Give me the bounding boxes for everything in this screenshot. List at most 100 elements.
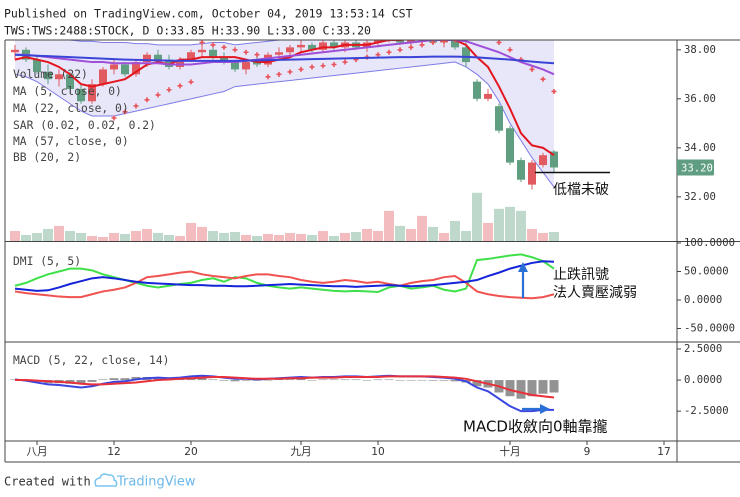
x-tick-label: 十月: [499, 445, 520, 458]
volume-bar: [109, 232, 119, 241]
sar-point: [111, 115, 117, 121]
candle-body: [550, 151, 558, 168]
volume-bar: [505, 206, 515, 241]
dmi-panel: [14, 253, 555, 300]
annotation: 法人賣壓減弱: [553, 284, 637, 301]
histogram-bar: [109, 378, 119, 381]
volume-bar: [197, 226, 207, 241]
sar-point: [496, 40, 502, 45]
volume-bar: [318, 230, 328, 241]
price-panel: [10, 33, 559, 241]
histogram-bar: [395, 380, 405, 381]
candle-body: [407, 40, 415, 43]
sar-point: [287, 69, 293, 75]
sar-point: [386, 49, 392, 55]
candle-body: [143, 54, 151, 63]
histogram-bar: [263, 380, 273, 381]
y-tick-label: 32.00: [684, 191, 716, 203]
candle-body: [385, 33, 393, 38]
sar-point: [430, 40, 436, 45]
volume-bar: [120, 233, 130, 241]
volume-bar: [65, 230, 75, 241]
last-price-label: 33.20: [681, 162, 713, 174]
volume-bar: [21, 234, 31, 241]
y-tick-label: 100.0000: [684, 237, 735, 249]
sar-point: [155, 92, 161, 98]
histogram-bar: [505, 380, 515, 397]
sar-point: [243, 49, 249, 55]
annotation: 止跌訊號: [553, 267, 609, 283]
volume-bar: [362, 228, 372, 241]
macd-title: MACD (5, 22, close, 14): [13, 354, 169, 367]
candle-body: [396, 40, 404, 43]
y-tick-label: -2.5000: [684, 405, 729, 417]
sar-point: [177, 83, 183, 89]
volume-bar: [241, 234, 251, 241]
candle-body: [66, 74, 74, 90]
volume-bar: [186, 222, 196, 241]
volume-bar: [285, 232, 295, 241]
x-tick-label: 20: [184, 446, 198, 458]
volume-bar: [252, 235, 262, 241]
published-text: Published on TradingView.com, October 04…: [4, 7, 413, 21]
sar-point: [188, 79, 194, 85]
sar-point: [486, 33, 491, 38]
sar-point: [441, 40, 447, 44]
candle-body: [495, 106, 503, 131]
sar-point: [419, 42, 425, 48]
legend-ma22: MA (22, close, 0): [13, 102, 129, 115]
candle-body: [462, 47, 470, 63]
series-line: [14, 53, 555, 65]
volume-bar: [32, 232, 42, 241]
y-tick-label: 0.0000: [684, 374, 722, 386]
volume-bar: [351, 231, 361, 241]
candle-body: [110, 64, 118, 70]
volume-bar: [527, 228, 537, 241]
axes: 32.00 34.00 36.00 38.00 33.20 -50.0000 0.0000 5…: [4, 39, 740, 463]
candle-body: [121, 64, 129, 75]
y-tick-label: -50.0000: [684, 322, 735, 334]
legend-ma5: MA (5, close, 0): [13, 85, 122, 98]
candle-body: [275, 52, 283, 55]
histogram-bar: [296, 378, 306, 381]
candle-body: [286, 47, 294, 53]
sar-point: [397, 47, 403, 53]
candle-body: [176, 59, 184, 67]
volume-bar: [131, 230, 141, 241]
sar-point: [507, 47, 513, 53]
histogram-bar: [197, 378, 207, 381]
last-price-box: [677, 159, 714, 176]
volume-bar: [329, 235, 339, 241]
dmi-title: DMI (5, 5): [13, 255, 81, 268]
histogram-bar: [351, 379, 361, 381]
candle-body: [242, 62, 250, 70]
volume-bar: [472, 192, 482, 241]
sar-point: [452, 40, 458, 43]
sar-point: [144, 97, 150, 103]
histogram-bar: [417, 380, 427, 381]
histogram-bar: [384, 379, 394, 381]
sar-point: [309, 64, 315, 70]
x-tick-label: 九月: [290, 446, 311, 458]
candle-body: [44, 71, 52, 80]
bb-band: [14, 61, 555, 188]
sar-point: [221, 44, 227, 50]
histogram-bar: [153, 377, 163, 381]
sar-point: [342, 59, 348, 65]
volume-bar: [208, 230, 218, 241]
x-tick-label: 10: [371, 446, 385, 458]
sar-point: [529, 66, 535, 72]
volume-bar: [395, 225, 405, 241]
histogram-bar: [241, 380, 251, 381]
volume-bar: [406, 228, 416, 241]
y-tick-label: 36.00: [684, 93, 716, 105]
volume-bar: [10, 230, 20, 241]
footer: Created with TradingView: [4, 473, 196, 490]
candle-body: [374, 40, 382, 43]
volume-bar: [175, 235, 185, 241]
volume-bar: [483, 222, 493, 241]
series-line: [15, 375, 555, 399]
candle-body: [319, 42, 327, 50]
volume-bar: [494, 208, 504, 241]
candle-body: [473, 81, 481, 99]
